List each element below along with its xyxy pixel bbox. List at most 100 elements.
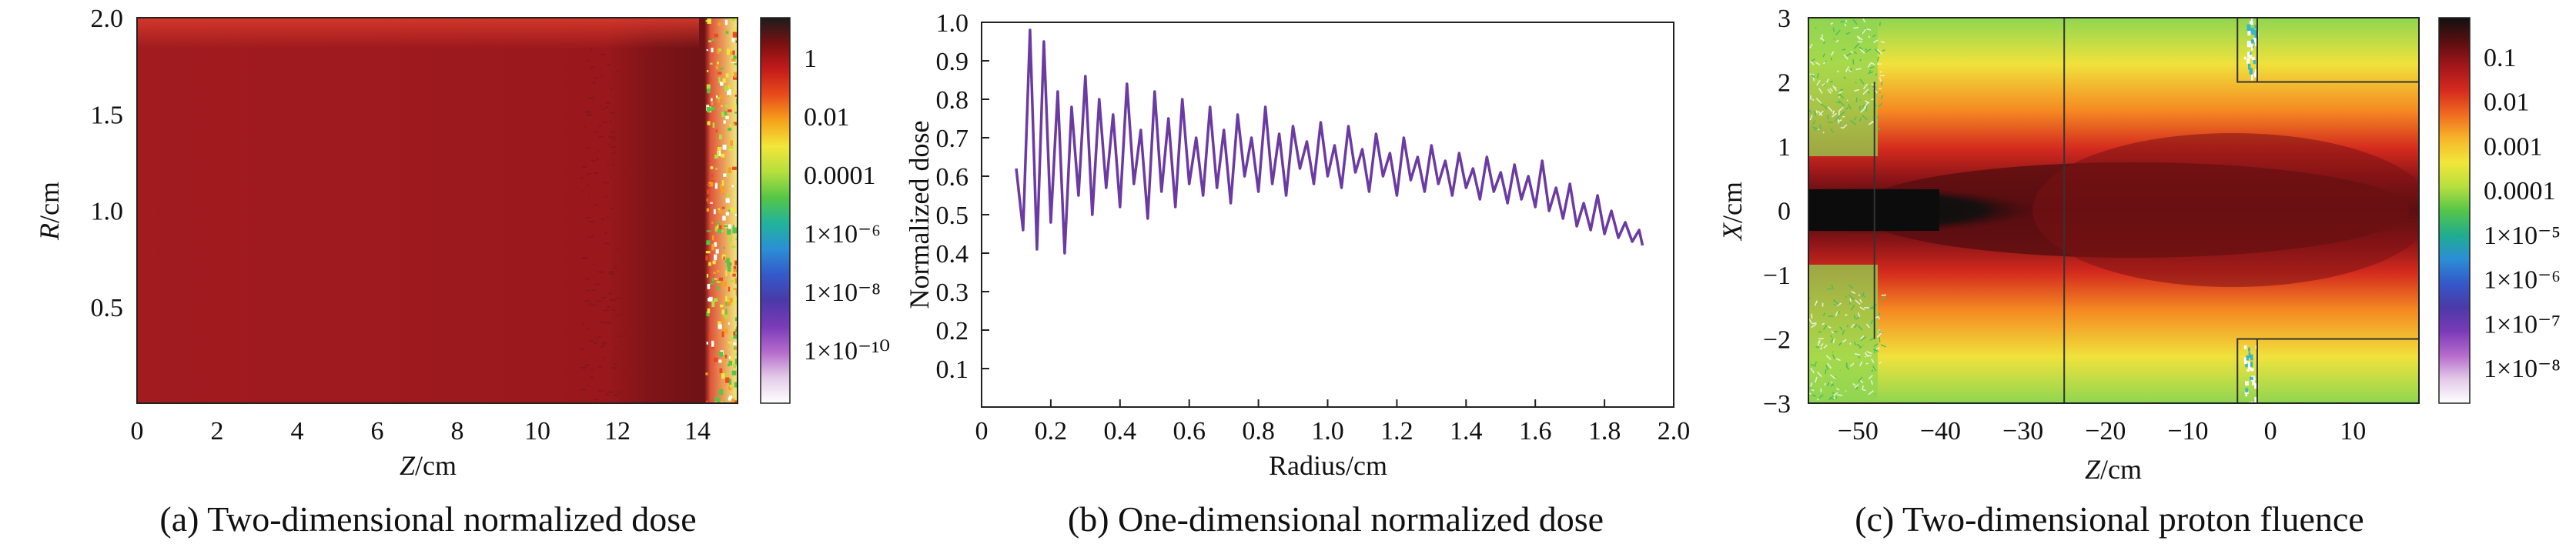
falloff-speck	[727, 261, 730, 267]
colorbar-label: 0.1	[2484, 44, 2517, 72]
slit-speck	[2246, 369, 2250, 372]
panel-a-heatmap-area	[137, 18, 738, 403]
falloff-speck	[716, 286, 720, 290]
x-tick-label: 1.8	[1588, 417, 1621, 446]
falloff-speck	[733, 364, 737, 369]
bragg-edge-speck	[604, 242, 610, 245]
panel-b-caption: (b) One-dimensional normalized dose	[1068, 499, 1604, 539]
panel-a-axes: 0 2 4 6 8 10 12 14 0.5 1.0 1.5 2.0	[91, 5, 711, 446]
scatter-track	[1810, 58, 1815, 62]
falloff-speck	[718, 225, 722, 229]
bragg-edge-speck	[587, 173, 592, 175]
bragg-edge-speck	[614, 363, 617, 365]
scatter-track	[1859, 48, 1865, 54]
scatter-track	[1812, 98, 1815, 102]
scatter-track	[1837, 118, 1840, 124]
scatter-track	[1831, 284, 1834, 290]
colorbar-label: 1×10⁻⁵	[2484, 222, 2561, 250]
scatter-track	[1818, 110, 1824, 116]
falloff-speck	[734, 94, 738, 97]
scatter-track	[1855, 82, 1857, 84]
falloff-speck	[705, 400, 708, 403]
bragg-edge-speck	[611, 146, 617, 149]
y-tick-label: 1	[1778, 133, 1791, 162]
bragg-edge-speck	[605, 393, 609, 395]
scatter-track	[1880, 344, 1886, 348]
scatter-track	[1851, 290, 1856, 295]
scatter-track	[1870, 380, 1874, 385]
panel-b-ylabel: Normalized dose	[904, 121, 935, 309]
scatter-track	[1808, 392, 1812, 395]
slit-speck	[2254, 383, 2259, 389]
bragg-edge-speck	[587, 235, 594, 238]
falloff-speck	[734, 382, 738, 388]
bragg-edge-speck	[604, 195, 607, 198]
scatter-track	[1862, 83, 1868, 90]
slit-speck	[2243, 56, 2246, 60]
scatter-track	[1811, 74, 1815, 78]
bragg-edge-speck	[594, 172, 599, 174]
scatter-track	[1860, 107, 1867, 113]
scatter-track	[1862, 294, 1866, 298]
scatter-track	[1837, 311, 1841, 315]
falloff-speck	[728, 236, 732, 242]
scatter-track	[1855, 316, 1860, 320]
falloff-speck	[714, 155, 719, 159]
scatter-track	[1863, 102, 1868, 108]
bragg-edge-speck	[600, 321, 606, 323]
falloff-speck	[732, 32, 738, 38]
falloff-speck	[732, 76, 738, 80]
panel-c-heatmap-area	[1808, 18, 2419, 403]
scatter-track	[1854, 352, 1861, 355]
scatter-track	[1818, 102, 1825, 107]
scatter-track	[1835, 396, 1838, 400]
bragg-edge-speck	[590, 369, 594, 371]
colorbar-label: 1×10⁻⁸	[2484, 355, 2561, 383]
falloff-speck	[709, 202, 713, 204]
scatter-track	[1868, 35, 1871, 38]
scatter-track	[1868, 121, 1874, 125]
y-tick-label: 0.2	[936, 317, 969, 345]
falloff-speck	[728, 265, 731, 272]
falloff-speck	[727, 89, 731, 95]
falloff-speck	[714, 401, 717, 403]
scatter-track	[1842, 48, 1846, 51]
falloff-speck	[734, 278, 738, 284]
falloff-speck	[725, 198, 730, 203]
falloff-speck	[717, 229, 722, 234]
slit-speck	[2248, 347, 2250, 352]
falloff-speck	[734, 213, 738, 217]
scatter-track	[1830, 383, 1834, 387]
falloff-speck	[725, 31, 729, 34]
scatter-track	[1833, 38, 1835, 41]
falloff-speck	[724, 225, 728, 228]
bragg-edge-speck	[611, 139, 617, 141]
slit-speck	[2250, 368, 2254, 372]
scatter-track	[1852, 382, 1856, 387]
scatter-track	[1878, 22, 1882, 27]
scatter-track	[1852, 58, 1855, 65]
falloff-speck	[724, 85, 729, 92]
scatter-track	[1838, 91, 1843, 95]
x-tick-label: 0.8	[1242, 417, 1275, 446]
falloff-speck	[725, 295, 728, 302]
y-tick-label: −2	[1763, 326, 1791, 355]
falloff-speck	[705, 255, 708, 261]
bragg-edge-speck	[607, 394, 610, 396]
falloff-speck	[714, 33, 718, 38]
scatter-track	[1850, 304, 1855, 311]
bragg-edge-speck	[580, 177, 584, 179]
bragg-edge-speck	[610, 207, 614, 209]
scatter-track	[1832, 110, 1835, 115]
falloff-speck	[727, 193, 731, 197]
scatter-track	[1822, 312, 1825, 317]
scatter-track	[1870, 319, 1874, 325]
bragg-edge-speck	[606, 306, 611, 309]
bragg-edge-speck	[598, 135, 604, 138]
scatter-track	[1816, 72, 1819, 79]
scatter-track	[1817, 339, 1821, 346]
falloff-speck	[722, 215, 726, 221]
scatter-track	[1828, 325, 1832, 329]
falloff-speck	[706, 70, 709, 72]
falloff-speck	[720, 230, 724, 232]
